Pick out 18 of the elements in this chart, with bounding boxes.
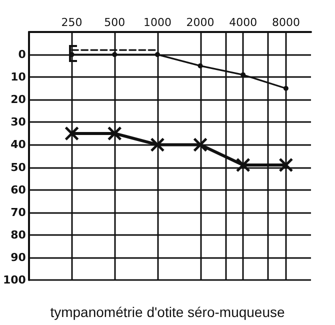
x-tick-label: 2000 <box>186 16 214 29</box>
text: tympanométrie d'otite séro-muqueuse <box>50 304 285 320</box>
x-tick-label: 8000 <box>272 16 300 29</box>
y-tick-label: 60 <box>10 183 26 196</box>
y-tick-label: 90 <box>10 250 26 264</box>
y-tick-label: 0 <box>18 48 26 62</box>
y-tick-label: 80 <box>10 228 26 242</box>
y-tick-label: 20 <box>10 93 26 106</box>
y-tick-label: 40 <box>10 138 26 152</box>
y-tick-label: 30 <box>10 116 26 129</box>
y-tick-label: 100 <box>2 274 26 286</box>
x-tick-label: 4000 <box>229 16 258 29</box>
x-tick-label: 250 <box>61 16 82 29</box>
y-tick-label: 50 <box>10 160 26 174</box>
x-tick-label: 500 <box>104 16 126 29</box>
x-tick-label: 1000 <box>143 16 172 29</box>
y-tick-label: 70 <box>10 206 26 219</box>
y-tick-label: 10 <box>10 70 26 84</box>
